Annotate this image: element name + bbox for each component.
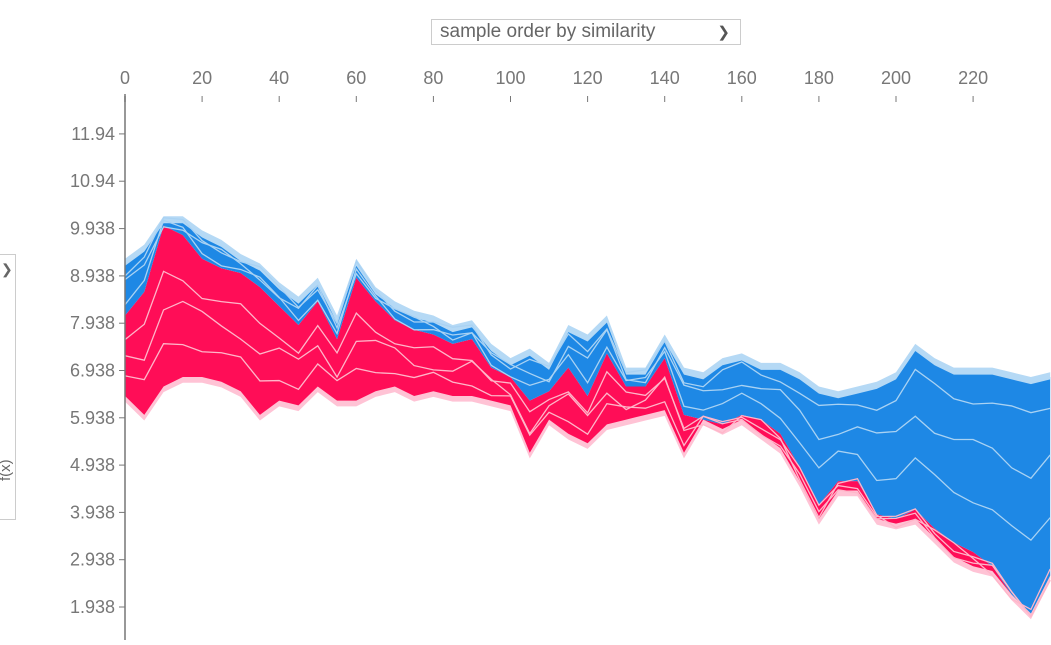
x-axis: 0 20 40 60 80 100 120 140 160 180 200 220 [120,68,988,102]
chevron-right-icon: ❯ [1,261,13,277]
y-axis: 1.938 2.938 3.938 4.938 5.938 6.938 7.938 8.938… [70,96,126,640]
x-tick-label: 200 [881,68,911,88]
y-axis-select[interactable]: ❯ f(x) [0,254,16,520]
negative-effect-area [125,220,1051,614]
x-tick-label: 80 [423,68,443,88]
y-tick-label: 2.938 [70,550,115,570]
x-tick-label: 140 [650,68,680,88]
order-select-value: sample order by similarity [440,21,656,42]
negative-feature-line [124,226,1051,480]
x-tick-label: 0 [120,68,130,88]
chevron-down-icon: ❯ [717,24,730,41]
positive-feature-line [124,300,1051,611]
x-tick-label: 40 [269,68,289,88]
y-tick-label: 6.938 [70,361,115,381]
stacked-areas [124,216,1051,620]
y-tick-label: 8.938 [70,266,115,286]
x-tick-label: 160 [727,68,757,88]
x-tick-label: 220 [958,68,988,88]
positive-feature-line [124,343,1051,618]
y-tick-label: 7.938 [70,313,115,333]
x-tick-label: 20 [192,68,212,88]
x-tick-label: 100 [495,68,525,88]
y-tick-label: 11.94 [71,124,115,144]
x-tick-label: 60 [346,68,366,88]
positive-feature-line [124,270,1051,618]
x-tick-label: 120 [573,68,603,88]
order-select[interactable]: sample order by similarity ❯ [431,19,741,45]
negative-feature-line [124,216,1051,414]
y-tick-label: 10.94 [70,171,115,191]
y-tick-label: 9.938 [70,219,115,239]
x-tick-label: 180 [804,68,834,88]
y-tick-label: 5.938 [70,408,115,428]
y-tick-label: 4.938 [70,455,115,475]
y-tick-label: 3.938 [70,502,115,522]
y-tick-label: 1.938 [70,597,115,617]
